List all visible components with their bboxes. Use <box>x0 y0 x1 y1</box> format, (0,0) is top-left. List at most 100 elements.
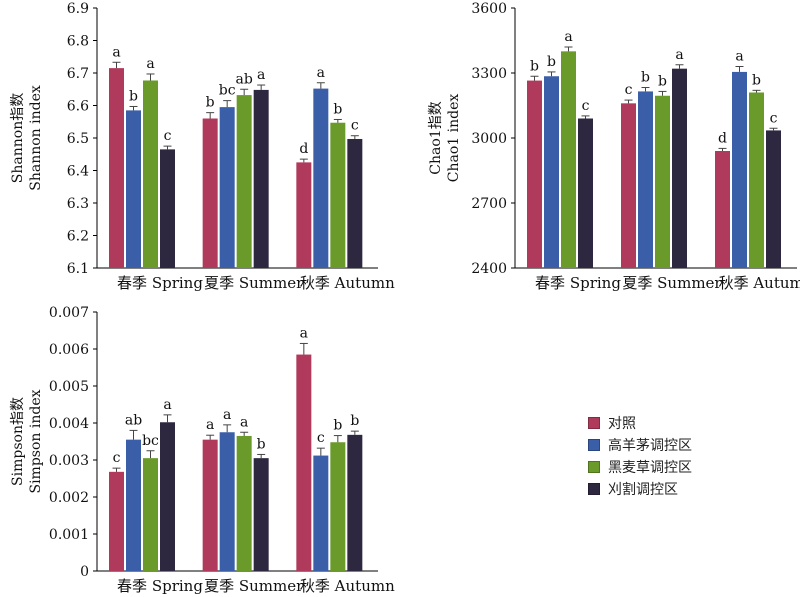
significance-letter: a <box>735 49 743 65</box>
legend-label-mowing: 刈割调控区 <box>608 482 678 498</box>
significance-letter: b <box>547 54 556 70</box>
bar <box>578 118 593 268</box>
bar <box>732 71 747 269</box>
bar <box>296 354 312 571</box>
bar <box>638 91 653 269</box>
significance-letter: b <box>333 418 342 434</box>
y-tick-label: 6.3 <box>67 196 89 212</box>
bar <box>143 458 158 571</box>
significance-letter: bc <box>142 433 159 449</box>
bar <box>126 439 141 571</box>
significance-letter: b <box>530 58 539 74</box>
significance-letter: a <box>257 67 265 83</box>
x-category-label: 夏季 Summer <box>622 274 722 292</box>
chart-simpson: 0 0.001 0.002 0.003 0.004 0.005 0.006 0.007 Simp… <box>10 305 395 595</box>
legend-swatch-control <box>588 417 600 429</box>
legend-item-control: 对照 <box>588 412 692 434</box>
significance-letter: b <box>752 72 761 88</box>
significance-letter: c <box>164 128 172 144</box>
y-tick-label: 0 <box>80 564 89 580</box>
y-tick-label: 6.2 <box>67 229 89 245</box>
significance-letter: a <box>300 325 308 341</box>
y-tick-label: 6.5 <box>67 131 89 147</box>
y-tick-label: 0.007 <box>49 305 89 321</box>
y-tick-label: 0.005 <box>49 379 89 395</box>
significance-letter: ab <box>125 412 142 428</box>
y-tick-label: 0.001 <box>49 527 89 543</box>
x-category-label: 夏季 Summer <box>204 577 304 595</box>
x-category-label: 秋季 Autumn <box>719 274 800 292</box>
chart-shannon: 6.1 6.2 6.3 6.4 6.5 6.6 6.7 6.8 6.9 Shannon指数 Shan… <box>10 1 395 292</box>
significance-letter: a <box>163 397 171 413</box>
significance-letter: a <box>240 414 248 430</box>
significance-letter: c <box>625 82 633 98</box>
significance-letter: c <box>582 98 590 114</box>
bar <box>749 92 764 268</box>
y-tick-label: 0.004 <box>49 416 89 432</box>
significance-letter: c <box>351 118 359 134</box>
significance-letter: a <box>564 29 572 45</box>
bar <box>621 103 636 268</box>
y-axis-label: Simpson index <box>28 389 44 493</box>
bar <box>715 151 730 268</box>
legend-label-ryegrass: 黑麦草调控区 <box>608 460 692 476</box>
y-axis-label: Chao1 index <box>446 94 462 183</box>
bar <box>126 110 141 268</box>
significance-letter: a <box>112 44 120 60</box>
significance-letter: c <box>317 430 325 446</box>
legend-item-mowing: 刈割调控区 <box>588 478 692 500</box>
significance-letter: b <box>641 70 650 86</box>
significance-letter: b <box>206 95 215 111</box>
bar <box>330 442 346 571</box>
y-axis-label: Shannon index <box>28 85 44 191</box>
y-tick-label: 0.003 <box>49 453 89 469</box>
bar <box>527 80 542 268</box>
bar <box>655 95 670 268</box>
legend-label-control: 对照 <box>608 416 636 432</box>
bar <box>253 89 269 269</box>
significance-letter: a <box>317 65 325 81</box>
y-tick-label: 6.4 <box>67 164 89 180</box>
bar <box>202 118 218 268</box>
chart-legend: 对照 高羊茅调控区 黑麦草调控区 刈割调控区 <box>588 412 692 500</box>
significance-letter: d <box>718 130 727 146</box>
y-axis-label: Shannon指数 <box>10 93 26 183</box>
significance-letter: a <box>206 417 214 433</box>
bar <box>672 68 687 269</box>
bar <box>253 458 269 571</box>
y-axis-label: Simpson指数 <box>10 397 26 486</box>
bar <box>202 439 218 571</box>
significance-letter: ab <box>236 71 253 87</box>
significance-letter: b <box>257 436 266 452</box>
bar <box>330 122 346 268</box>
y-tick-label: 6.6 <box>67 99 89 115</box>
bar <box>143 80 158 268</box>
bar <box>160 422 175 571</box>
y-tick-label: 2400 <box>471 261 507 277</box>
y-tick-label: 6.7 <box>67 66 89 82</box>
y-axis-label: Chao1指数 <box>428 101 444 174</box>
significance-letter: c <box>770 110 778 126</box>
y-tick-label: 3000 <box>471 131 507 147</box>
bar <box>236 435 252 571</box>
x-category-label: 春季 Spring <box>535 274 621 292</box>
significance-letter: a <box>675 47 683 63</box>
x-category-label: 夏季 Summer <box>204 274 304 292</box>
y-tick-label: 2700 <box>471 196 507 212</box>
bar <box>109 68 124 268</box>
y-tick-label: 6.1 <box>67 261 89 277</box>
bar <box>219 432 235 571</box>
significance-letter: b <box>658 73 667 89</box>
bar <box>313 455 329 571</box>
bar <box>236 95 252 268</box>
significance-letter: a <box>223 407 231 423</box>
y-tick-label: 3600 <box>471 1 507 17</box>
bar <box>160 149 175 268</box>
legend-item-tall-fescue: 高羊茅调控区 <box>588 434 692 456</box>
bar <box>561 51 576 269</box>
y-tick-label: 0.002 <box>49 490 89 506</box>
bar <box>313 88 329 268</box>
significance-letter: b <box>129 88 138 104</box>
